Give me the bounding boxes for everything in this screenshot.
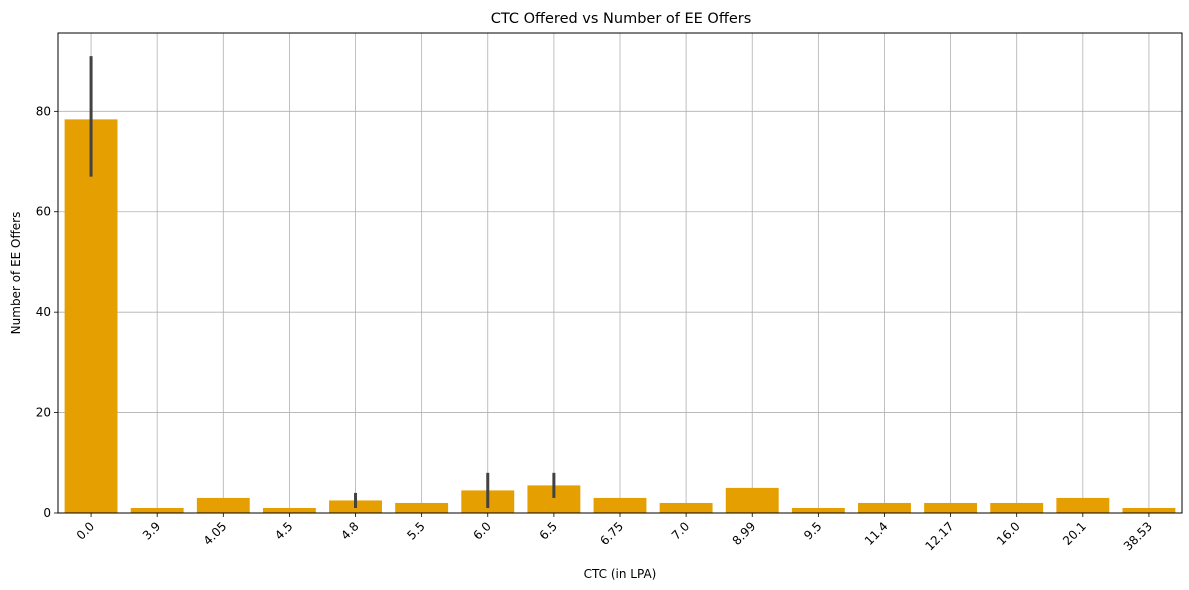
grid-lines (58, 33, 1182, 514)
bar-9.5 (791, 507, 845, 513)
bar-7.0 (659, 502, 713, 513)
bar-5.5 (395, 502, 449, 513)
bar-20.1 (1056, 497, 1110, 513)
error-bars (89, 56, 556, 508)
bar-4.05 (196, 497, 250, 513)
bar-0.0 (64, 119, 118, 513)
x-axis: 0.0 3.9 4.05 4.5 4.8 5.5 6.0 6.5 6.75 7.0 8.99 9.5 1… (74, 513, 1155, 553)
bar-12.17 (924, 502, 978, 513)
x-tick-label: 8.99 (730, 519, 759, 548)
x-tick-label: 20.1 (1060, 519, 1089, 548)
bars (64, 119, 1176, 513)
x-tick-label: 9.5 (801, 519, 824, 542)
y-tick-label: 80 (36, 104, 51, 118)
bar-3.9 (130, 507, 184, 513)
x-tick-label: 4.5 (272, 519, 295, 542)
x-tick-label: 4.8 (338, 519, 361, 542)
x-tick-label: 7.0 (669, 519, 692, 542)
x-tick-label: 5.5 (404, 519, 427, 542)
y-axis-label: Number of EE Offers (9, 212, 23, 335)
x-tick-label: 3.9 (140, 519, 163, 542)
bar-38.53 (1122, 507, 1176, 513)
x-axis-label: CTC (in LPA) (584, 567, 657, 581)
x-tick-label: 16.0 (994, 519, 1023, 548)
chart-title: CTC Offered vs Number of EE Offers (491, 11, 752, 27)
x-tick-label: 12.17 (923, 519, 957, 553)
x-tick-label: 6.0 (470, 519, 493, 542)
y-tick-label: 60 (36, 205, 51, 219)
y-tick-label: 40 (36, 305, 51, 319)
y-tick-label: 20 (36, 406, 51, 420)
y-axis: 0 20 40 60 80 (36, 104, 58, 520)
x-tick-label: 6.75 (597, 519, 626, 548)
bar-8.99 (725, 487, 779, 513)
bar-16.0 (990, 502, 1044, 513)
x-tick-label: 11.4 (862, 519, 891, 548)
bar-11.4 (858, 502, 911, 513)
x-tick-label: 6.5 (537, 519, 560, 542)
x-tick-label: 4.05 (201, 519, 230, 548)
bar-4.5 (262, 507, 316, 513)
bar-6.75 (593, 497, 647, 513)
y-tick-label: 0 (43, 506, 51, 520)
x-tick-label: 38.53 (1121, 519, 1155, 553)
x-tick-label: 0.0 (74, 519, 97, 542)
